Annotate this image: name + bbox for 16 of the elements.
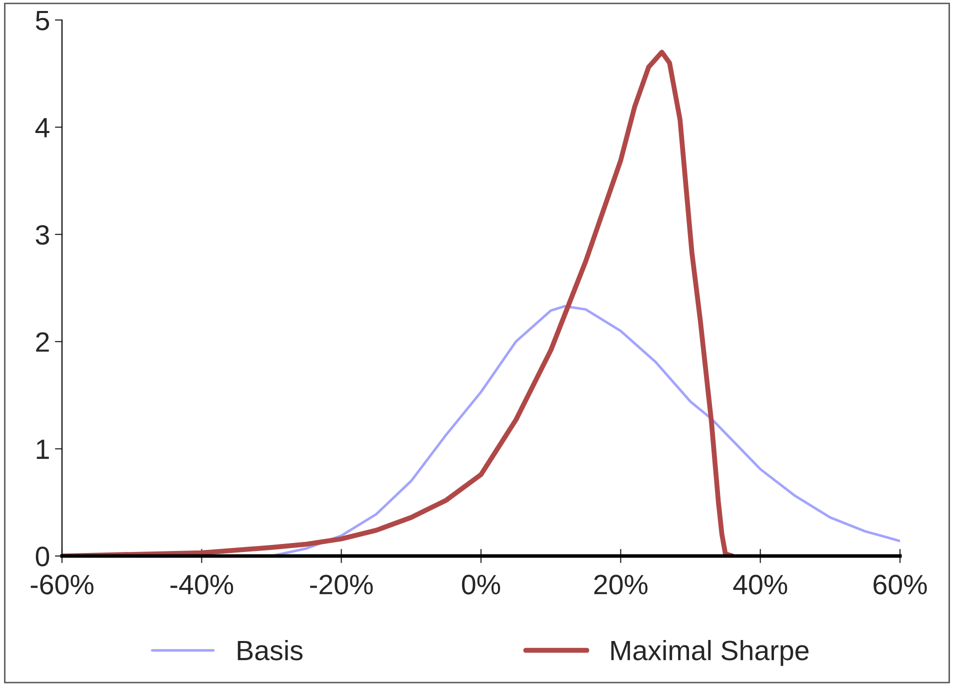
x-tick-label: 60% [874,574,927,594]
y-tick-label: 4 [35,118,50,138]
legend-label: Maximal Sharpe [611,640,809,666]
y-tick-label: 0 [36,546,50,566]
x-tick-label: -20% [310,574,373,594]
y-tick-label: 1 [36,440,49,459]
x-tick-label: 20% [594,574,648,594]
x-tick-label: -60% [30,574,94,594]
x-tick-label: 0% [462,574,500,594]
y-tick-label: 3 [36,225,49,245]
y-tick-label: 2 [36,332,49,352]
y-tick-label: 5 [36,10,50,30]
line-series [62,50,735,556]
legend-label: Basis [238,640,303,660]
x-tick-label: -40% [170,574,234,594]
x-tick-label: 40% [733,574,788,594]
